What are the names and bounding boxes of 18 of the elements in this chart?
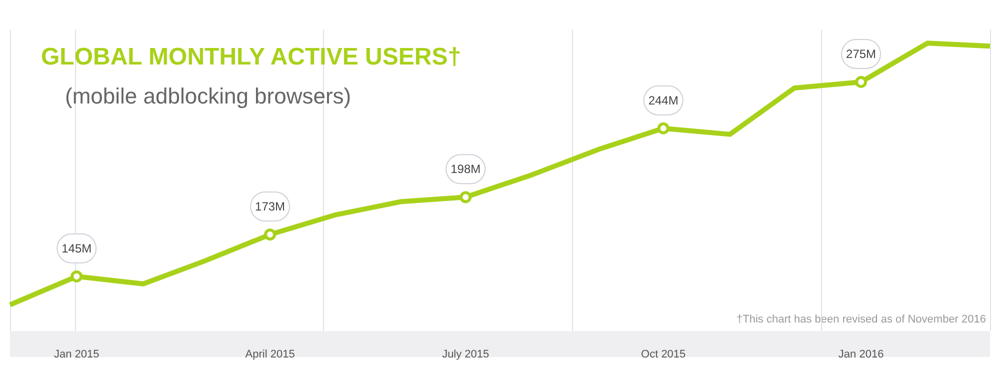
- text: †This chart has been revised as of November 2016: [736, 314, 986, 326]
- data-label: 275M: [846, 46, 876, 61]
- point: [264, 228, 276, 241]
- chart-title: GLOBAL MONTHLY ACTIVE USERS†: [41, 44, 462, 70]
- data-label: 173M: [255, 200, 286, 214]
- x-tick-label: April 2015: [245, 348, 295, 360]
- x-tick-label: Jan 2016: [838, 348, 884, 360]
- data-label: 145M: [62, 241, 92, 256]
- data-label: 244M: [648, 93, 678, 108]
- text: (mobile adblocking browsers): [65, 84, 352, 108]
- point: [70, 270, 83, 282]
- point: [855, 76, 868, 88]
- point: [460, 191, 472, 204]
- data-label: 198M: [450, 162, 481, 176]
- x-tick-label: Oct 2015: [641, 348, 686, 360]
- point: [657, 122, 670, 134]
- x-tick-label: Jan 2015: [54, 348, 100, 360]
- x-tick-label: July 2015: [442, 348, 490, 360]
